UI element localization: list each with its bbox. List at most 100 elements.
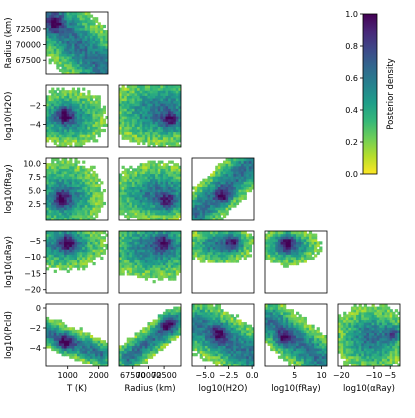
density-cell xyxy=(48,50,52,54)
density-cell xyxy=(139,163,143,167)
density-cell xyxy=(223,243,227,248)
density-cell xyxy=(84,191,88,195)
density-cell xyxy=(124,108,128,112)
density-cell xyxy=(272,254,276,258)
density-cell xyxy=(298,256,302,261)
density-cell xyxy=(87,61,91,65)
density-cell xyxy=(165,123,169,127)
density-cell xyxy=(95,105,99,109)
density-cell xyxy=(202,212,206,216)
density-cell xyxy=(220,176,224,180)
density-cell xyxy=(199,350,203,354)
density-cell xyxy=(228,160,232,164)
density-cell xyxy=(87,30,91,34)
density-cell xyxy=(137,196,141,200)
density-cell xyxy=(139,214,143,219)
density-cell xyxy=(173,170,177,175)
density-cell xyxy=(51,100,55,104)
density-cell xyxy=(137,105,141,109)
density-cell xyxy=(147,136,151,140)
density-cell xyxy=(79,123,83,127)
density-cell xyxy=(215,355,219,359)
density-cell xyxy=(129,209,133,213)
density-cell xyxy=(95,100,99,104)
density-cell xyxy=(77,144,81,147)
density-cell xyxy=(178,214,181,219)
density-cell xyxy=(202,178,206,182)
density-cell xyxy=(48,165,52,169)
density-cell xyxy=(74,194,78,198)
density-cell xyxy=(178,87,181,91)
density-cell xyxy=(82,116,86,120)
density-cell xyxy=(82,238,86,242)
density-cell xyxy=(66,264,70,268)
density-cell xyxy=(139,118,143,122)
density-cell xyxy=(126,238,130,242)
density-cell xyxy=(197,204,201,208)
density-cell xyxy=(248,170,253,175)
density-cell xyxy=(58,345,63,349)
density-cell xyxy=(48,22,52,26)
density-cell xyxy=(207,324,211,328)
density-cell xyxy=(168,329,172,334)
density-cell xyxy=(173,191,177,195)
density-cell xyxy=(142,274,146,279)
density-cell xyxy=(137,241,141,245)
density-cell xyxy=(71,27,76,31)
density-cell xyxy=(162,345,167,349)
density-cell xyxy=(92,186,96,190)
density-cell xyxy=(157,316,161,321)
density-cell xyxy=(129,118,133,122)
density-cell xyxy=(87,178,91,182)
density-cell xyxy=(95,201,99,206)
density-cell xyxy=(265,251,269,255)
density-cell xyxy=(124,173,128,177)
density-cell xyxy=(210,259,214,263)
density-cell xyxy=(152,254,156,258)
density-cell xyxy=(144,259,149,263)
density-cell xyxy=(168,168,172,172)
density-cell xyxy=(139,358,143,362)
density-cell xyxy=(102,61,107,65)
density-cell xyxy=(82,165,86,169)
density-cell xyxy=(84,110,88,115)
density-cell xyxy=(56,53,60,57)
density-cell xyxy=(100,108,104,112)
density-cell xyxy=(56,24,60,29)
density-cell xyxy=(207,342,211,346)
density-cell xyxy=(137,183,141,188)
density-cell xyxy=(124,342,128,346)
density-cell xyxy=(131,134,136,138)
density-cell xyxy=(160,236,164,240)
density-cell xyxy=(142,139,146,143)
density-cell xyxy=(241,173,245,177)
density-cell xyxy=(157,173,161,177)
density-cell xyxy=(89,345,94,349)
density-cell xyxy=(199,316,203,321)
density-cell xyxy=(121,113,125,117)
density-cell xyxy=(66,141,70,146)
density-cell xyxy=(77,347,81,352)
density-cell xyxy=(87,108,91,112)
density-cell xyxy=(84,105,88,109)
density-cell xyxy=(126,262,130,266)
density-cell xyxy=(178,136,181,140)
density-cell xyxy=(155,103,159,107)
density-cell xyxy=(97,40,101,44)
density-cell xyxy=(165,311,169,315)
density-cell xyxy=(129,105,133,109)
density-cell xyxy=(217,353,222,357)
density-cell xyxy=(53,116,57,120)
density-cell xyxy=(173,134,177,138)
density-cell xyxy=(162,186,167,190)
density-cell xyxy=(64,61,68,65)
density-cell xyxy=(131,251,136,255)
density-cell xyxy=(64,121,68,125)
density-cell xyxy=(137,249,141,253)
density-cell xyxy=(142,194,146,198)
density-cell xyxy=(82,332,86,336)
density-cell xyxy=(220,316,224,321)
density-cell xyxy=(212,347,216,352)
density-cell xyxy=(89,71,94,74)
density-cell xyxy=(131,350,136,354)
